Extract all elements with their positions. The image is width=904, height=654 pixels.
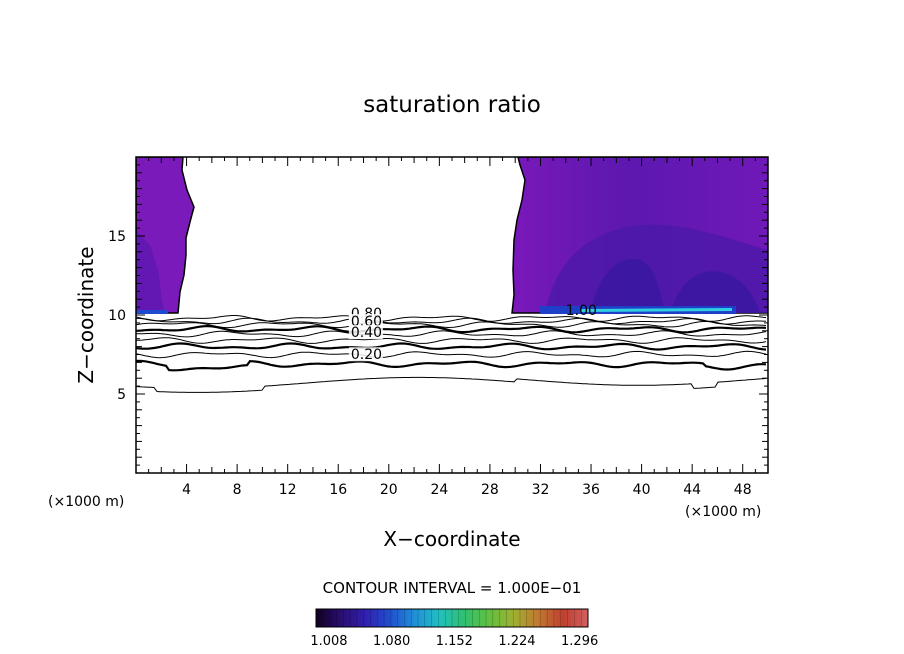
x-unit-label: (×1000 m) — [685, 504, 761, 520]
colorbar-tick-label: 1.224 — [498, 634, 535, 649]
y-tick-label: 15 — [108, 229, 126, 245]
contour-label: 1.00 — [566, 303, 597, 319]
colorbar — [315, 608, 589, 628]
contour-line — [136, 317, 767, 325]
colorbar-tick-label: 1.008 — [310, 634, 347, 649]
right-region-inner-contour-2 — [590, 259, 665, 313]
x-tick-label: 4 — [182, 482, 191, 498]
x-tick-label: 8 — [233, 482, 242, 498]
contour-label: 0.20 — [351, 347, 382, 363]
contour-label-bg — [348, 347, 383, 362]
x-tick-label: 12 — [279, 482, 297, 498]
right-region-cyan-streak — [580, 308, 732, 312]
colorbar-tick-label: 1.152 — [436, 634, 473, 649]
contour-line — [136, 342, 767, 351]
y-tick-label: 10 — [108, 308, 126, 324]
contour-line — [136, 315, 767, 322]
y-axis-label: Z−coordinate — [74, 246, 98, 383]
contour-labels: 0.800.600.400.201.00 — [348, 303, 597, 363]
contour-label-bg — [348, 314, 383, 329]
colorbar-tick-labels: 1.008 1.080 1.152 1.224 1.296 — [310, 634, 598, 649]
left-region-base-band — [136, 310, 168, 314]
colorbar-tick-label: 1.296 — [561, 634, 598, 649]
contour-line — [136, 359, 767, 372]
colorbar-tick-label: 1.080 — [373, 634, 410, 649]
x-tick-label: 36 — [582, 482, 600, 498]
y-unit-label: (×1000 m) — [48, 494, 124, 510]
x-tick-label: 28 — [481, 482, 499, 498]
x-tick-label: 48 — [734, 482, 752, 498]
x-tick-label: 24 — [430, 482, 448, 498]
y-tick-labels: 5 10 15 — [108, 229, 126, 403]
x-tick-label: 32 — [532, 482, 550, 498]
x-tick-label: 40 — [633, 482, 651, 498]
contour-line — [136, 376, 767, 393]
left-region-inner-shade — [136, 230, 165, 313]
x-tick-labels: 4 8 12 16 20 24 28 32 36 40 44 48 — [182, 482, 752, 498]
x-tick-label: 44 — [683, 482, 701, 498]
right-region-inner-contour-3 — [670, 271, 760, 313]
colorbar-separators — [322, 609, 582, 627]
contour-label: 0.40 — [351, 325, 382, 341]
axis-ticks — [136, 157, 768, 473]
x-tick-label: 16 — [329, 482, 347, 498]
contour-line — [136, 337, 767, 344]
chart-title: saturation ratio — [363, 92, 541, 118]
contour-interval-text: CONTOUR INTERVAL = 1.000E−01 — [323, 579, 582, 597]
contour-label-bg — [348, 325, 383, 340]
contour-line — [136, 350, 767, 359]
plot-area — [136, 157, 768, 393]
x-tick-label: 20 — [380, 482, 398, 498]
contour-line — [136, 324, 767, 334]
contour-lines — [136, 315, 767, 393]
y-tick-label: 5 — [117, 387, 126, 403]
contour-line — [136, 321, 767, 329]
x-axis-label: X−coordinate — [383, 527, 520, 551]
